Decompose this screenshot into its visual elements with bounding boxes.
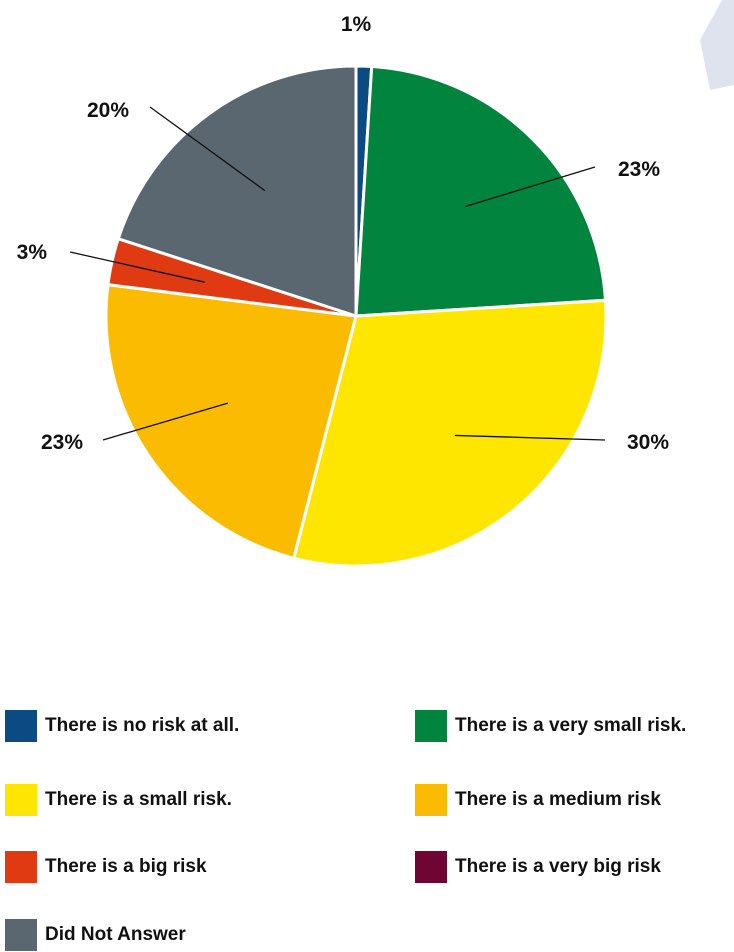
legend-swatch-medium-risk [415, 784, 447, 816]
pie-slice-did-not-answer [116, 64, 358, 318]
leader-line-did-not-answer [149, 106, 266, 192]
legend-item-medium-risk: There is a medium risk [415, 783, 661, 817]
slice-label-no-risk: 1% [341, 13, 372, 36]
corner-decoration-shape [700, 0, 734, 90]
slice-label-very-small-risk: 23% [618, 158, 660, 181]
legend-label-medium-risk: There is a medium risk [455, 789, 661, 810]
leader-line-very-small-risk [465, 166, 596, 208]
legend-item-very-small-risk: There is a very small risk. [415, 709, 686, 743]
slice-label-big-risk: 3% [17, 241, 48, 264]
legend-item-no-risk: There is no risk at all. [5, 709, 239, 743]
leader-line-small-risk [454, 434, 606, 441]
legend-label-very-big-risk: There is a very big risk [455, 856, 661, 877]
pie-slice-very-small-risk [354, 64, 608, 318]
slice-label-small-risk: 30% [627, 431, 669, 454]
legend-label-very-small-risk: There is a very small risk. [455, 715, 687, 736]
legend-swatch-very-big-risk [415, 851, 447, 883]
legend-swatch-no-risk [5, 710, 37, 742]
leader-line-big-risk [69, 251, 205, 283]
legend-swatch-very-small-risk [415, 710, 447, 742]
pie-slices [104, 64, 608, 568]
legend-item-very-big-risk: There is a very big risk [415, 850, 661, 884]
legend-label-did-not-answer: Did Not Answer [45, 924, 186, 945]
legend-swatch-did-not-answer [5, 919, 37, 951]
legend-swatch-small-risk [5, 784, 37, 816]
legend-swatch-big-risk [5, 851, 37, 883]
legend-item-did-not-answer: Did Not Answer [5, 918, 186, 952]
legend-label-big-risk: There is a big risk [45, 856, 207, 877]
leader-line-medium-risk [102, 402, 228, 441]
legend-label-small-risk: There is a small risk. [45, 789, 232, 810]
legend-label-no-risk: There is no risk at all. [45, 715, 240, 736]
pie-slice-medium-risk [104, 283, 358, 560]
slice-label-medium-risk: 23% [41, 431, 83, 454]
slice-label-did-not-answer: 20% [87, 99, 129, 122]
slice-labels: 1% 23% 30% 23% 3% 20% [17, 13, 670, 454]
leader-lines [69, 106, 606, 441]
pie-slice-small-risk [292, 298, 608, 568]
legend-item-small-risk: There is a small risk. [5, 783, 232, 817]
legend-item-big-risk: There is a big risk [5, 850, 207, 884]
